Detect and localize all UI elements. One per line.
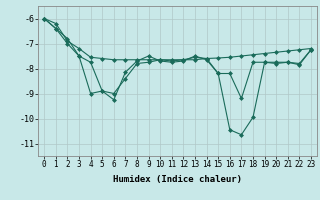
X-axis label: Humidex (Indice chaleur): Humidex (Indice chaleur) (113, 175, 242, 184)
